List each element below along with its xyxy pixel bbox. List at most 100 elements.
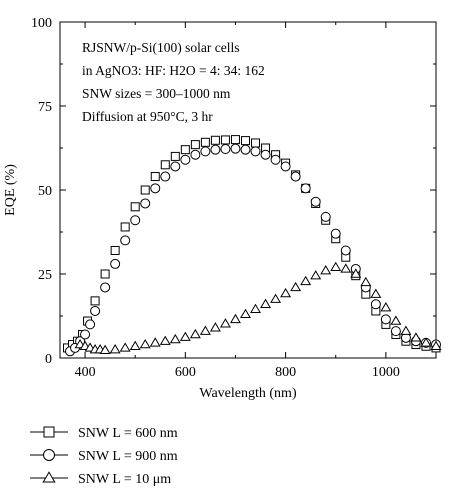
legend-item-triangle: SNW L = 10 μm — [30, 471, 171, 487]
y-tick-label: 75 — [38, 100, 52, 115]
y-tick-label: 25 — [38, 268, 52, 283]
annotation-line-1: RJSNW/p-Si(100) solar cells — [82, 40, 240, 55]
data-point-triangle — [400, 325, 412, 335]
data-point-triangle — [290, 281, 302, 292]
data-point-square — [210, 135, 220, 145]
legend-label: SNW L = 900 nm — [78, 449, 178, 464]
data-point-square — [160, 160, 170, 170]
annotation-line-4: Diffusion at 950°C, 3 hr — [82, 109, 213, 124]
data-point-circle — [380, 314, 391, 325]
data-point-square — [150, 172, 160, 182]
data-point-square — [100, 269, 110, 279]
series-layer — [63, 135, 442, 357]
data-point-circle — [220, 144, 231, 155]
data-point-triangle — [320, 265, 332, 275]
data-point-triangle — [250, 303, 261, 313]
data-point-triangle — [340, 263, 352, 273]
data-point-square — [120, 222, 130, 232]
data-point-triangle — [219, 318, 231, 328]
data-point-triangle — [189, 328, 201, 339]
y-tick-label: 100 — [31, 16, 52, 31]
data-point-triangle — [179, 331, 191, 341]
data-point-circle — [160, 171, 171, 182]
axis-ticks: 0 25 50 75 100 400 600 800 1000 — [31, 16, 437, 380]
data-point-triangle — [229, 313, 241, 324]
x-tick-label: 600 — [175, 365, 196, 380]
data-point-square — [220, 135, 230, 145]
data-point-triangle — [119, 342, 131, 352]
data-point-triangle — [380, 302, 392, 312]
data-point-circle — [110, 258, 121, 269]
annotation-block: RJSNW/p-Si(100) solar cells in AgNO3: HF… — [82, 40, 265, 124]
data-point-triangle — [270, 293, 282, 303]
data-point-circle — [130, 215, 141, 226]
data-point-triangle — [420, 337, 432, 347]
annotation-line-3: SNW sizes = 300–1000 nm — [82, 86, 231, 101]
data-point-square — [43, 426, 55, 438]
legend-label: SNW L = 600 nm — [78, 426, 178, 441]
data-point-triangle — [330, 261, 342, 271]
data-point-triangle — [360, 276, 372, 287]
data-point-triangle — [240, 308, 251, 319]
data-point-triangle — [260, 298, 272, 308]
data-point-circle — [280, 161, 291, 172]
data-point-square — [140, 185, 150, 195]
data-point-circle — [150, 183, 161, 194]
y-tick-label: 0 — [45, 352, 52, 367]
legend: SNW L = 600 nm SNW L = 900 nm SNW L = 10 μ… — [30, 426, 178, 487]
data-point-triangle — [410, 332, 422, 342]
x-tick-label: 400 — [75, 365, 96, 380]
data-point-square — [170, 151, 180, 161]
annotation-line-2: in AgNO3: HF: H2O = 4: 34: 162 — [82, 63, 265, 78]
data-point-triangle — [129, 340, 141, 350]
data-point-circle — [290, 171, 301, 182]
data-point-square — [90, 296, 100, 306]
data-point-circle — [90, 305, 101, 316]
data-point-circle — [210, 144, 221, 155]
y-axis-title: EQE (%) — [3, 164, 18, 216]
x-tick-label: 800 — [275, 365, 296, 380]
y-tick-label: 50 — [38, 184, 52, 199]
data-point-triangle — [42, 471, 56, 483]
data-point-triangle — [300, 275, 312, 286]
data-point-circle — [340, 245, 351, 256]
data-point-triangle — [149, 337, 161, 347]
data-point-triangle — [350, 268, 362, 278]
data-point-triangle — [199, 325, 211, 335]
data-point-circle — [390, 326, 401, 337]
data-point-circle — [140, 198, 151, 209]
data-point-circle — [43, 449, 55, 461]
data-point-square — [200, 137, 210, 147]
data-point-circle — [180, 154, 191, 165]
data-point-circle — [260, 149, 271, 160]
data-point-triangle — [280, 287, 292, 298]
series-triangle — [74, 261, 442, 354]
data-point-circle — [310, 196, 321, 207]
data-point-triangle — [310, 270, 322, 280]
data-point-circle — [170, 161, 181, 172]
data-point-triangle — [159, 335, 171, 345]
data-point-circle — [250, 146, 261, 157]
data-point-circle — [240, 144, 251, 155]
data-point-circle — [230, 143, 241, 154]
data-point-square — [230, 135, 240, 145]
data-point-square — [130, 202, 140, 212]
data-point-triangle — [430, 340, 442, 350]
data-point-circle — [80, 329, 91, 340]
legend-item-circle: SNW L = 900 nm — [30, 449, 178, 464]
data-point-triangle — [99, 344, 111, 354]
data-point-square — [190, 140, 200, 150]
data-point-circle — [190, 149, 201, 160]
x-tick-label: 1000 — [372, 365, 400, 380]
data-point-circle — [85, 319, 96, 330]
data-point-square — [180, 145, 190, 155]
data-point-circle — [270, 154, 281, 165]
data-point-circle — [330, 228, 341, 239]
data-point-square — [110, 245, 120, 255]
data-point-circle — [320, 211, 331, 222]
data-point-circle — [370, 299, 381, 310]
series-circle — [65, 143, 441, 357]
data-point-square — [240, 136, 250, 146]
data-point-triangle — [209, 322, 221, 332]
